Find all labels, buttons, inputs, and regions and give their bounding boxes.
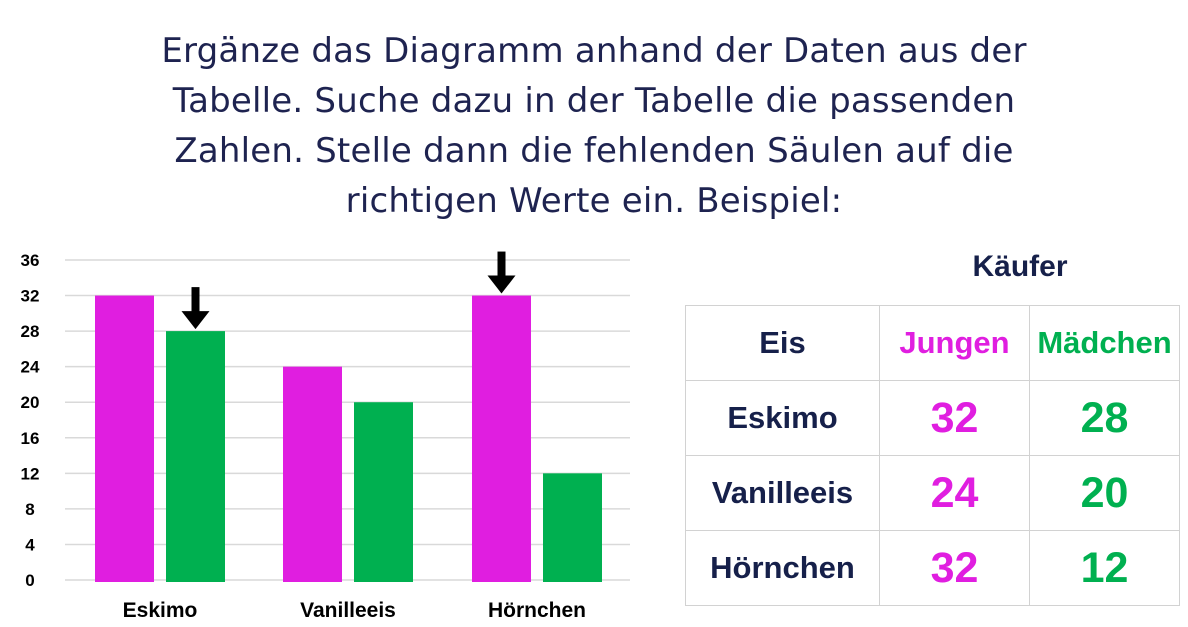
table-row: Hörnchen 32 12 [685, 530, 1180, 606]
header-jungen: Jungen [879, 305, 1030, 381]
cell-jungen: 32 [879, 380, 1030, 456]
table-row: Vanilleeis 24 20 [685, 455, 1180, 531]
row-label: Vanilleeis [685, 455, 880, 531]
header-eis: Eis [685, 305, 880, 381]
x-tick-label: Eskimo [123, 599, 198, 622]
row-label: Hörnchen [685, 530, 880, 606]
down-arrow-icon [181, 287, 210, 330]
bar [95, 295, 154, 582]
y-tick-label: 36 [21, 251, 40, 270]
cell-jungen: 32 [879, 530, 1030, 606]
instructions-line: Ergänze das Diagramm anhand der Daten au… [161, 31, 1027, 71]
instructions-line: Tabelle. Suche dazu in der Tabelle die p… [172, 81, 1016, 121]
table-header-row: Eis Jungen Mädchen [685, 305, 1180, 381]
y-tick-label: 4 [25, 535, 35, 554]
data-table: Eis Jungen Mädchen Eskimo 32 28 Vanillee… [685, 305, 1180, 606]
table-row: Eskimo 32 28 [685, 380, 1180, 456]
x-tick-label: Vanilleeis [300, 599, 396, 622]
y-tick-label: 0 [25, 571, 34, 590]
bar [354, 402, 413, 582]
cell-maedchen: 20 [1029, 455, 1180, 531]
y-tick-label: 16 [21, 429, 40, 448]
y-tick-label: 12 [21, 464, 40, 483]
bar [543, 473, 602, 582]
y-tick-label: 28 [21, 322, 40, 341]
bar [472, 295, 531, 582]
bar [283, 366, 342, 582]
instructions-line: richtigen Werte ein. Beispiel: [345, 181, 843, 221]
y-tick-label: 8 [25, 500, 34, 519]
bar [166, 331, 225, 582]
instructions-text: Ergänze das Diagramm anhand der Daten au… [60, 26, 1128, 226]
cell-jungen: 24 [879, 455, 1030, 531]
cell-maedchen: 12 [1029, 530, 1180, 606]
x-tick-label: Hörnchen [488, 599, 586, 622]
table-title: Käufer [972, 250, 1068, 283]
y-tick-label: 32 [21, 287, 40, 306]
row-label: Eskimo [685, 380, 880, 456]
bar-chart: 0 4 8 12 16 20 24 28 32 36 Eskimo Vanilleeis Hörnche… [21, 251, 630, 622]
y-tick-label: 24 [21, 358, 40, 377]
y-tick-label: 20 [21, 393, 40, 412]
down-arrow-icon [487, 251, 516, 294]
header-maedchen: Mädchen [1029, 305, 1180, 381]
instructions-line: Zahlen. Stelle dann die fehlenden Säulen… [174, 131, 1014, 171]
cell-maedchen: 28 [1029, 380, 1180, 456]
